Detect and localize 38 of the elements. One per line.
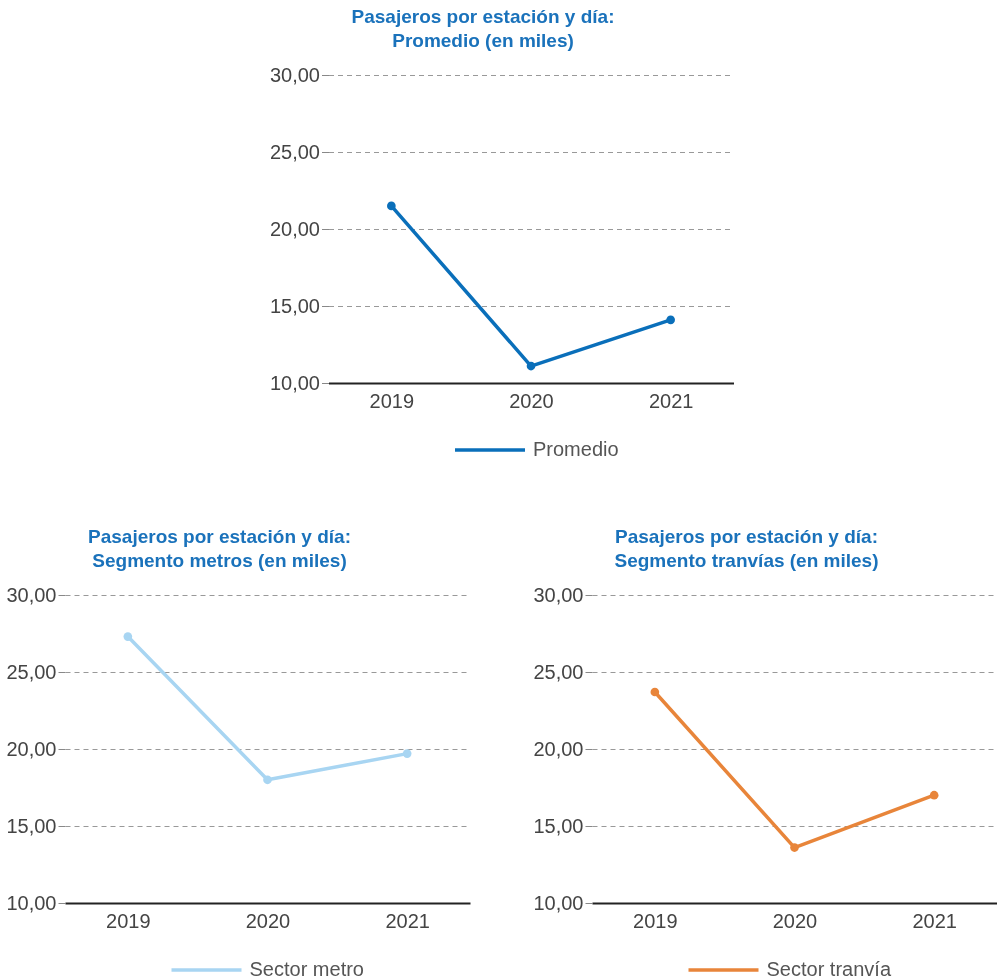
x-tick-label: 2019 <box>106 909 151 932</box>
y-tick-label: 20,00 <box>6 737 57 760</box>
y-tick-label: 20,00 <box>269 217 320 240</box>
chart-title: Pasajeros por estación y día: Segmento tranvías (en miles) <box>614 526 879 571</box>
y-tick-label: 10,00 <box>6 891 57 914</box>
legend-label: Sector metro <box>249 958 364 978</box>
legend-label: Sector tranvía <box>766 958 892 978</box>
point <box>790 843 799 852</box>
x-tick-label: 2021 <box>912 909 957 932</box>
x-tick-label: 2020 <box>509 389 554 412</box>
y-tick-label: 15,00 <box>269 294 320 317</box>
y-tick-label: 30,00 <box>6 583 57 606</box>
point <box>123 632 133 641</box>
y-tick-label: 10,00 <box>269 371 320 394</box>
y-tick-label: 30,00 <box>269 63 320 86</box>
y-tick-label: 25,00 <box>6 660 57 683</box>
y-tick-label: 20,00 <box>533 737 584 760</box>
y-tick-label: 30,00 <box>533 583 584 606</box>
legend-label: Promedio <box>533 438 619 460</box>
x-tick-label: 2019 <box>369 389 415 412</box>
x-tick-label: 2021 <box>648 389 694 412</box>
x-tick-label: 2020 <box>772 909 818 932</box>
chart-title: Pasajeros por estación y día: Segmento metros (en miles) <box>88 526 351 571</box>
point <box>387 201 396 211</box>
x-tick-label: 2020 <box>245 909 291 932</box>
y-tick-label: 15,00 <box>6 814 57 837</box>
point <box>929 790 939 800</box>
point <box>650 687 660 697</box>
y-tick-label: 10,00 <box>533 891 584 914</box>
x-tick-label: 2021 <box>385 909 430 932</box>
point <box>263 775 272 785</box>
y-tick-label: 15,00 <box>533 814 584 837</box>
y-tick-label: 25,00 <box>269 140 320 163</box>
x-tick-label: 2019 <box>633 909 678 932</box>
point <box>666 315 675 325</box>
point <box>402 749 412 758</box>
y-tick-label: 25,00 <box>533 660 584 683</box>
chart-title: Pasajeros por estación y día: Promedio (en miles) <box>351 6 615 51</box>
